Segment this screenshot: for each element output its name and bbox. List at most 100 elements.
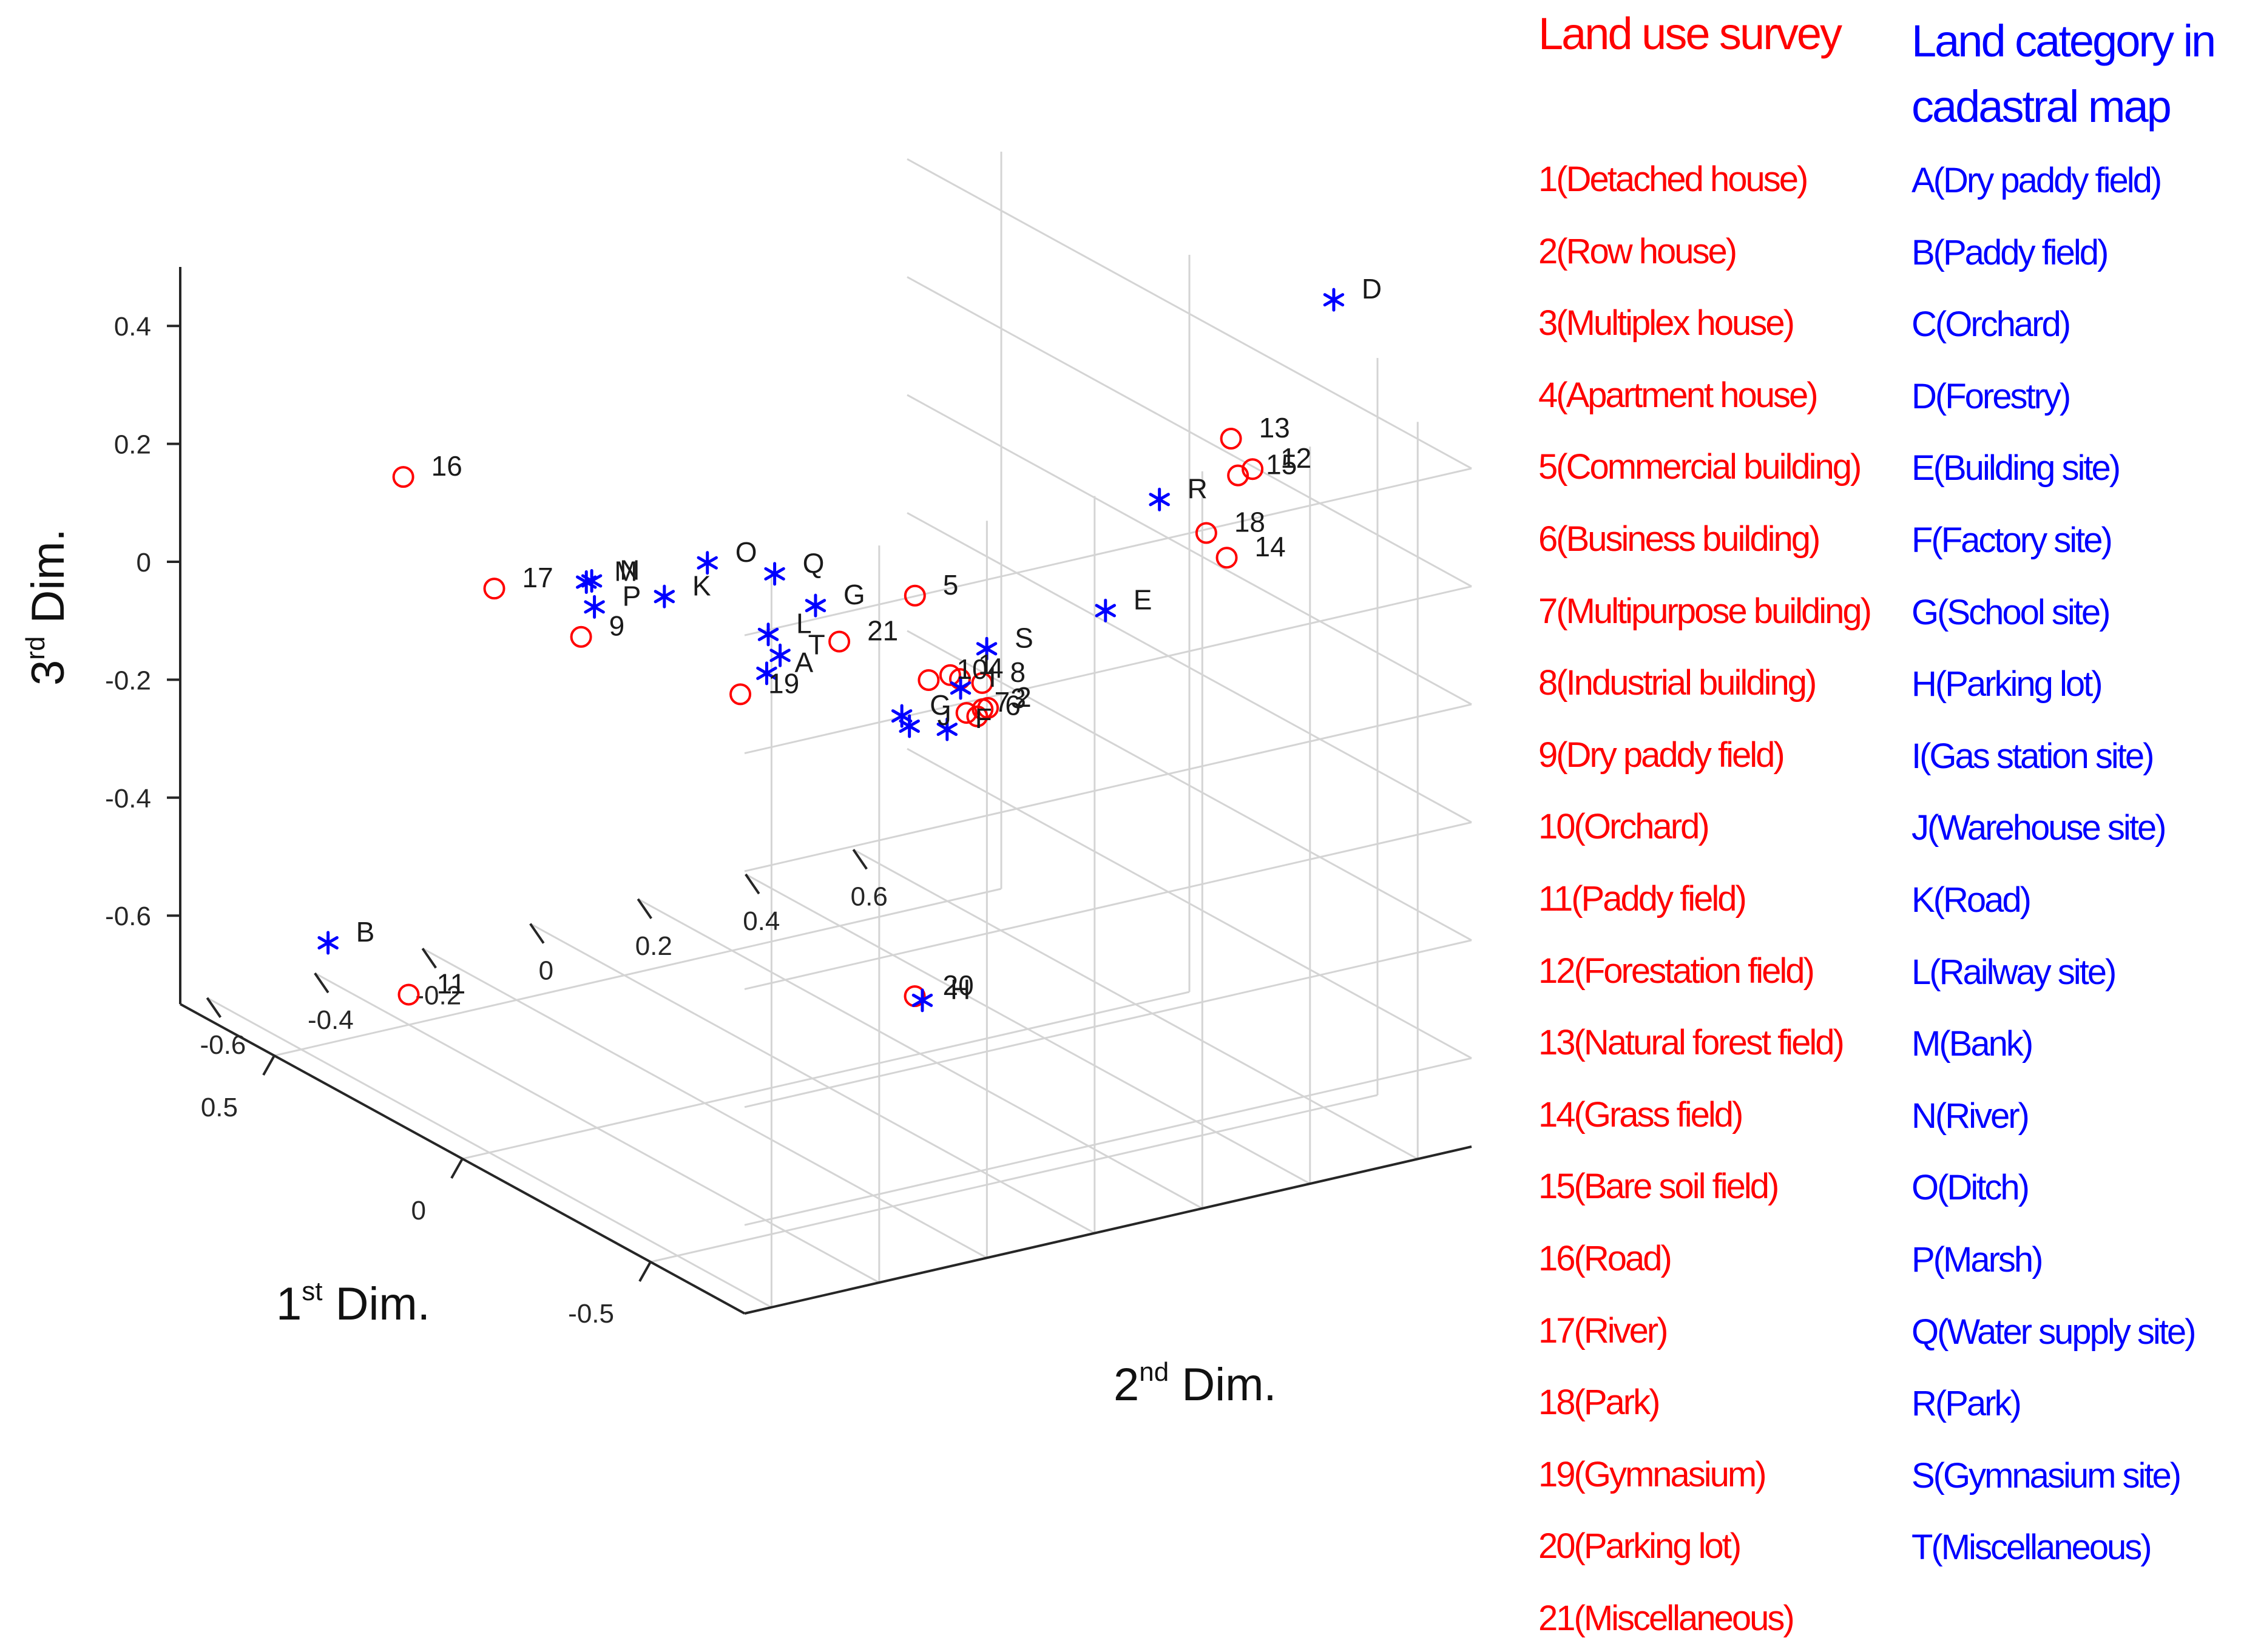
grid-line-wall-z	[744, 467, 1472, 636]
point-label-B: B	[356, 916, 375, 948]
point-label-7: 7	[995, 686, 1010, 718]
point-label-3: 3	[1010, 683, 1026, 714]
cadastral-point-A	[756, 661, 777, 686]
grid-line-backwall-z	[907, 276, 1472, 587]
point-label-20: 20	[943, 969, 974, 1001]
y-tick-label: -0.2	[415, 980, 461, 1010]
cadastral-point-Q	[764, 562, 785, 586]
legend-cadastral-item-16: P(Marsh)	[1912, 1240, 2043, 1279]
grid-line-backwall-z	[907, 158, 1472, 470]
point-label-14: 14	[1255, 531, 1286, 562]
legend-cadastral-item-1: A(Dry paddy field)	[1912, 161, 2162, 200]
point-label-12: 12	[1280, 442, 1311, 474]
point-label-L: L	[796, 608, 812, 639]
legend-survey-item-10: 10(Orchard)	[1538, 807, 1710, 847]
legend-survey-item-8: 8(Industrial building)	[1538, 663, 1817, 703]
legend-cadastral-item-11: K(Road)	[1912, 880, 2032, 920]
grid-line-floor-y	[422, 948, 988, 1259]
grid-line-floor-x	[274, 888, 1002, 1057]
x-tick-label: -0.5	[568, 1299, 614, 1329]
legend-survey-item-5: 5(Commercial building)	[1538, 447, 1862, 487]
legend-cadastral-item-12: L(Railway site)	[1912, 952, 2117, 992]
point-label-H: H	[950, 974, 970, 1005]
point-label-1: 1	[978, 649, 994, 680]
point-label-Q: Q	[803, 547, 825, 579]
point-label-A: A	[794, 647, 813, 678]
grid-line-backwall-z	[907, 512, 1472, 823]
grid-line-floor-y	[853, 849, 1418, 1160]
legend-survey-item-14: 14(Grass field)	[1538, 1094, 1743, 1134]
y-tick-mark	[745, 873, 760, 895]
point-label-17: 17	[522, 562, 553, 593]
survey-point-7	[955, 702, 978, 724]
point-label-C: C	[930, 689, 950, 721]
point-label-21: 21	[867, 615, 898, 647]
point-label-15: 15	[1266, 449, 1297, 480]
legend-survey-item-21: 21(Miscellaneous)	[1538, 1599, 1795, 1638]
point-label-G: G	[843, 579, 865, 610]
grid-line-floor-y	[637, 898, 1203, 1210]
legend-cadastral-title-line1: Land category in	[1912, 16, 2216, 66]
point-label-10: 10	[956, 653, 987, 685]
grid-line-wall-z	[744, 1057, 1472, 1226]
survey-point-1	[939, 664, 961, 686]
legend-cadastral-item-3: C(Orchard)	[1912, 305, 2071, 345]
cadastral-point-N	[581, 568, 603, 593]
cadastral-point-D	[1323, 288, 1345, 312]
grid-line-wall-z	[744, 703, 1472, 872]
legend-cadastral-item-6: F(Factory site)	[1912, 521, 2113, 560]
legend-survey-item-15: 15(Bare soil field)	[1538, 1167, 1779, 1207]
y-axis-line	[744, 1145, 1472, 1315]
axis-titles: 1st Dim. 2nd Dim. 3rd Dim.	[21, 528, 1277, 1411]
legend-survey-item-7: 7(Multipurpose building)	[1538, 591, 1872, 631]
legend-survey-item-3: 3(Multiplex house)	[1538, 303, 1795, 343]
cadastral-point-T	[769, 643, 791, 667]
legend-survey-item-9: 9(Dry paddy field)	[1538, 735, 1785, 775]
point-label-P: P	[623, 580, 641, 612]
survey-point-21	[828, 630, 851, 653]
legend-survey-item-17: 17(River)	[1538, 1310, 1668, 1350]
point-label-F: F	[975, 703, 992, 734]
legend-cadastral-item-18: R(Park)	[1912, 1384, 2022, 1424]
legend-cadastral-item-8: H(Parking lot)	[1912, 664, 2103, 704]
y-tick-label: 0.4	[743, 906, 780, 936]
cadastral-point-B	[317, 931, 339, 955]
x-tick-mark	[450, 1158, 464, 1179]
legend-survey-item-16: 16(Road)	[1538, 1239, 1672, 1278]
grid-line-backwall-z	[907, 630, 1472, 942]
survey-point-11	[397, 983, 420, 1006]
cadastral-point-I	[950, 676, 972, 700]
legend-survey-item-20: 20(Parking lot)	[1538, 1526, 1742, 1566]
legend-cadastral-item-9: I(Gas station site)	[1912, 736, 2154, 776]
x-tick-label: 0	[411, 1196, 426, 1226]
axis-lines	[167, 267, 1472, 1315]
cadastral-point-R	[1149, 487, 1170, 511]
y-tick-label: 0.2	[635, 931, 672, 961]
y-tick-mark	[637, 898, 652, 919]
z-tick-label: 0.2	[114, 430, 151, 460]
legend-survey-item-2: 2(Row house)	[1538, 231, 1737, 271]
survey-point-18	[1195, 522, 1217, 544]
x-tick-mark	[638, 1261, 652, 1282]
y-tick-mark	[852, 849, 868, 870]
x-axis-title: 1st Dim.	[276, 1276, 430, 1330]
y-tick-label: -0.6	[200, 1030, 246, 1060]
cadastral-point-F	[936, 717, 958, 741]
grid-line-backwall-z	[907, 394, 1472, 706]
point-label-16: 16	[431, 450, 462, 482]
x-tick-mark	[262, 1055, 275, 1076]
point-label-K: K	[692, 570, 711, 601]
y-tick-label: -0.4	[308, 1005, 354, 1035]
survey-point-8	[971, 672, 993, 694]
tick-labels: -0.5 0 0.5 -0.6 -0.4 -0.2 0 0.2 0.4 0.6 -0.6 -0.4 -0…	[105, 312, 888, 1329]
y-tick-mark	[314, 972, 330, 994]
legend-cadastral-item-4: D(Forestry)	[1912, 376, 2071, 416]
point-label-8: 8	[1010, 656, 1026, 688]
legend-cadastral-item-5: E(Building site)	[1912, 448, 2121, 488]
point-label-I: I	[989, 661, 996, 693]
point-label-9: 9	[609, 610, 625, 642]
legend-cadastral-item-15: O(Ditch)	[1912, 1168, 2030, 1208]
cadastral-point-H	[911, 988, 933, 1013]
grid-line-backwall-z	[907, 747, 1472, 1059]
y-tick-mark	[529, 923, 545, 944]
